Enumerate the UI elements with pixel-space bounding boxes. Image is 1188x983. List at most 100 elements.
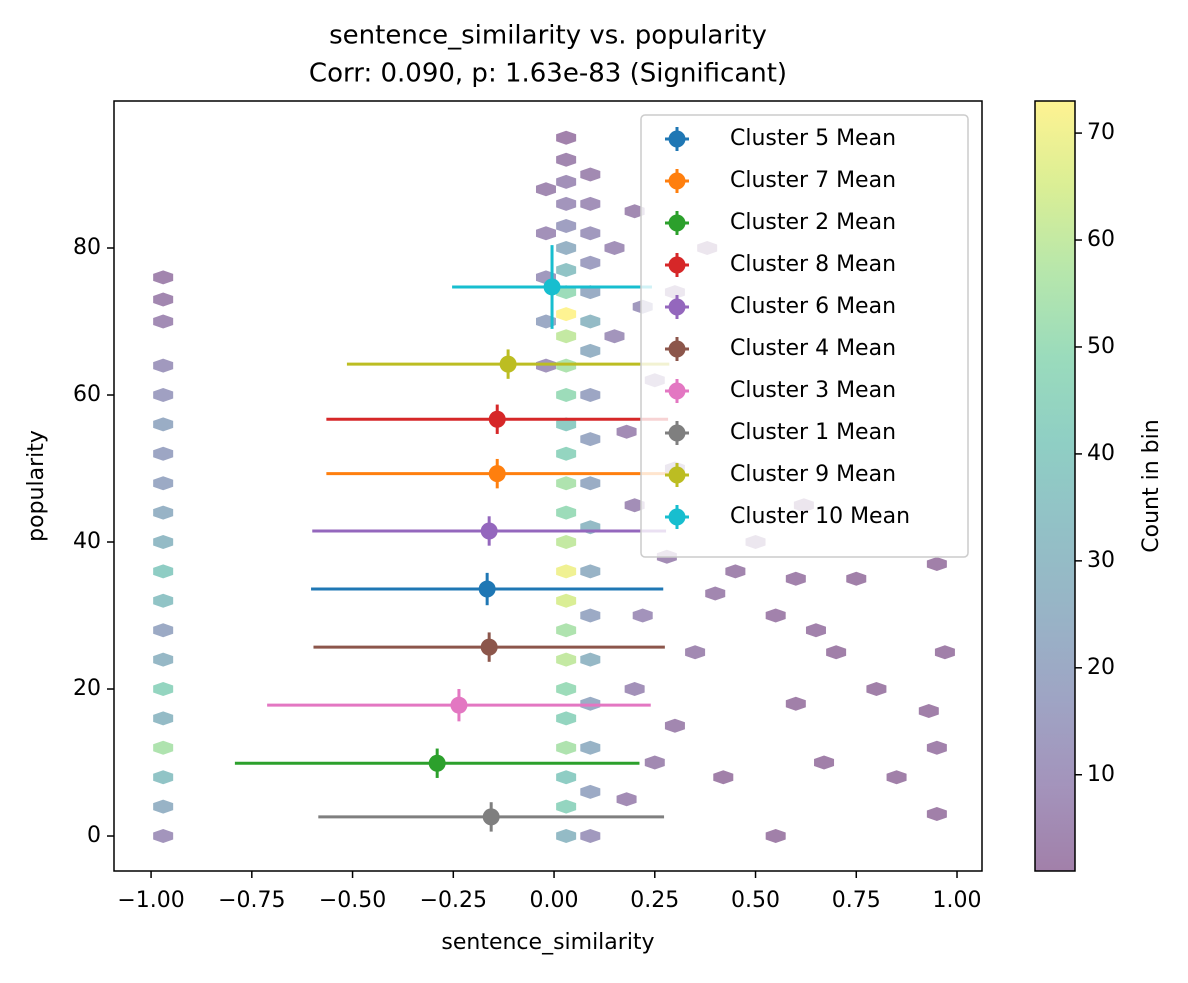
hex-cell (556, 446, 577, 461)
colorbar-tick-label: 10 (1087, 762, 1115, 787)
hex-cell (153, 682, 174, 697)
legend-marker (668, 466, 686, 484)
hex-cell (580, 476, 601, 491)
y-axis-label: popularity (24, 430, 49, 542)
hex-cell (556, 535, 577, 550)
legend-item: Cluster 6 Mean (665, 294, 896, 319)
hex-cell (153, 417, 174, 432)
hex-cell (556, 263, 577, 278)
hex-cell (580, 314, 601, 329)
legend-box (640, 114, 969, 558)
hex-cell (580, 343, 601, 358)
hex-cell (664, 718, 685, 733)
hex-cell (644, 755, 665, 770)
hex-cell (624, 498, 645, 513)
legend-marker (668, 256, 686, 274)
hex-cell (866, 682, 887, 697)
legend-marker (668, 382, 686, 400)
hex-cell (556, 799, 577, 814)
colorbar (1034, 100, 1076, 872)
legend-item: Cluster 3 Mean (665, 378, 896, 403)
hex-cell (580, 829, 601, 844)
legend-item: Cluster 9 Mean (665, 462, 896, 487)
hex-cell (624, 682, 645, 697)
hex-cell (556, 593, 577, 608)
hex-cell (725, 564, 746, 579)
hex-cell (580, 285, 601, 300)
legend-label: Cluster 4 Mean (730, 336, 896, 361)
hex-cell (556, 740, 577, 755)
hex-cell (153, 770, 174, 785)
hex-cell (713, 770, 734, 785)
hex-cell (153, 535, 174, 550)
hex-cell (580, 652, 601, 667)
hex-cell (153, 564, 174, 579)
hex-cell (580, 784, 601, 799)
y-tick-label: 80 (73, 235, 101, 260)
hex-cell (153, 292, 174, 307)
hex-cell (556, 829, 577, 844)
colorbar-tick-label: 50 (1087, 334, 1115, 359)
hex-cell (556, 307, 577, 322)
hex-cell (556, 388, 577, 403)
hex-cell (153, 446, 174, 461)
hex-cell (624, 204, 645, 219)
hex-cell (153, 314, 174, 329)
hex-cell (556, 241, 577, 256)
hex-cell (805, 623, 826, 638)
hex-cell (153, 652, 174, 667)
hex-cell (826, 645, 847, 660)
hex-cell (918, 704, 939, 719)
legend-item: Cluster 5 Mean (665, 126, 896, 151)
x-tick-label: −0.25 (420, 888, 487, 913)
hex-cell (926, 740, 947, 755)
mean-point (499, 355, 517, 373)
chart-subtitle: Corr: 0.090, p: 1.63e-83 (Significant) (309, 59, 787, 89)
hex-cell (153, 799, 174, 814)
hex-cell (535, 182, 556, 197)
colorbar-tick-label: 60 (1087, 227, 1115, 252)
legend-label: Cluster 6 Mean (730, 294, 896, 319)
hex-cell (535, 226, 556, 241)
hex-cell (556, 196, 577, 211)
legend-item: Cluster 2 Mean (665, 210, 896, 235)
legend-marker (668, 130, 686, 148)
mean-point (482, 808, 500, 826)
mean-point (543, 278, 561, 296)
hex-cell (556, 152, 577, 167)
hex-cell (153, 711, 174, 726)
hex-cell (556, 652, 577, 667)
hex-cell (886, 770, 907, 785)
hex-cell (153, 388, 174, 403)
hex-cell (556, 564, 577, 579)
hex-cell (556, 505, 577, 520)
legend-item: Cluster 8 Mean (665, 252, 896, 277)
legend-label: Cluster 9 Mean (730, 462, 896, 487)
legend-marker (668, 298, 686, 316)
hex-cell (556, 623, 577, 638)
hex-cell (765, 608, 786, 623)
legend-item: Cluster 4 Mean (665, 336, 896, 361)
legend-label: Cluster 10 Mean (730, 504, 910, 529)
mean-point (480, 638, 498, 656)
x-tick-label: −1.00 (117, 888, 184, 913)
hex-cell (556, 329, 577, 344)
hex-cell (580, 196, 601, 211)
hex-cell (153, 829, 174, 844)
hex-cell (580, 432, 601, 447)
hex-cell (814, 755, 835, 770)
hex-cell (616, 792, 637, 807)
hex-cell (785, 571, 806, 586)
hex-cell (926, 806, 947, 821)
hex-cell (934, 645, 955, 660)
hex-cell (153, 593, 174, 608)
hex-cell (705, 586, 726, 601)
hex-cell (580, 564, 601, 579)
hex-cell (632, 608, 653, 623)
hex-cell (556, 711, 577, 726)
hex-cell (556, 174, 577, 189)
chart-title: sentence_similarity vs. popularity (329, 21, 767, 51)
legend-item: Cluster 10 Mean (665, 504, 910, 529)
legend-label: Cluster 5 Mean (730, 126, 896, 151)
hex-cell (604, 241, 625, 256)
